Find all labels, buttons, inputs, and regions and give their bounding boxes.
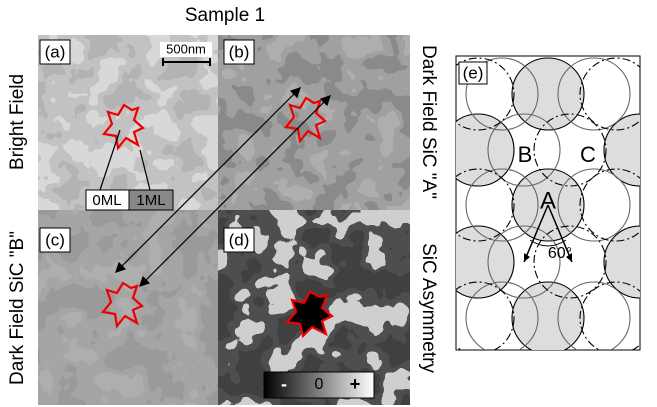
region-label: A	[540, 187, 556, 214]
annotation: 0ML	[92, 192, 121, 209]
region-label: C	[580, 142, 596, 167]
figure: Sample 1 (a) (b) (c) (d) 500nm 0ML 1ML -…	[0, 0, 657, 407]
side-label: Dark Field SiC "A"	[418, 45, 439, 199]
side-label: Dark Field SiC "B"	[7, 231, 28, 385]
panel-label: (c)	[45, 230, 65, 249]
colorbar-label: -	[281, 374, 287, 394]
colorbar-label: +	[350, 374, 361, 394]
side-label: SiC Asymmetry	[418, 243, 439, 373]
angle-label: 60°	[548, 245, 572, 262]
scale-label: 500nm	[166, 41, 206, 56]
colorbar-label: 0	[315, 376, 324, 393]
annotation: 1ML	[136, 192, 165, 209]
side-label: Bright Field	[7, 74, 28, 170]
diagram: (e) A B C 60°	[442, 56, 657, 354]
panel-label: (b)	[229, 42, 250, 61]
panel-label: (e)	[463, 63, 484, 82]
title: Sample 1	[185, 5, 265, 26]
panel-label: (a)	[45, 42, 66, 61]
region-label: B	[518, 142, 533, 167]
panel-label: (d)	[229, 230, 250, 249]
